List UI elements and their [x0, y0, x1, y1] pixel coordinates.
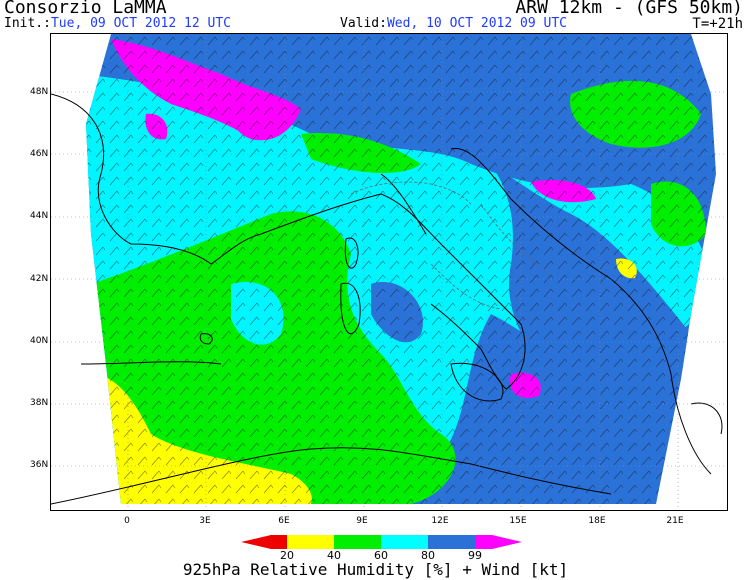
- lat-label: 42N: [30, 274, 49, 284]
- lat-label: 38N: [30, 398, 49, 408]
- legend-swatch-3: [381, 535, 428, 549]
- legend-tick: 60: [374, 549, 388, 562]
- map-svg: [51, 34, 727, 510]
- forecast-step: T=+21h: [692, 16, 743, 32]
- lat-label: 48N: [30, 87, 49, 97]
- color-legend: [241, 535, 522, 549]
- humidity-map: [50, 33, 728, 511]
- graticule: [51, 34, 727, 510]
- legend-swatch-0: [241, 535, 287, 549]
- valid-value: Wed, 10 OCT 2012 09 UTC: [386, 16, 567, 31]
- borders: [350, 181, 552, 310]
- lon-label: 18E: [588, 516, 606, 526]
- lon-label: 21E: [666, 516, 684, 526]
- lon-label: 9E: [356, 516, 368, 526]
- legend-tick: 20: [280, 549, 294, 562]
- model-title: ARW 12km - (GFS 50km): [515, 0, 743, 18]
- lon-label: 12E: [431, 516, 449, 526]
- lon-label: 3E: [199, 516, 211, 526]
- coastlines: [51, 93, 723, 505]
- init-value: Tue, 09 OCT 2012 12 UTC: [50, 16, 231, 31]
- init-label: Init.:: [4, 16, 51, 31]
- wind-barbs: [86, 34, 716, 504]
- legend-swatch-1: [287, 535, 334, 549]
- lat-label: 46N: [30, 149, 49, 159]
- valid-label: Valid:: [340, 16, 387, 31]
- legend-tick: 99: [468, 549, 482, 562]
- valid-time: Valid:Wed, 10 OCT 2012 09 UTC: [340, 16, 567, 31]
- legend-swatch-4: [428, 535, 475, 549]
- legend-swatch-5: [475, 535, 522, 549]
- lat-label: 40N: [30, 336, 49, 346]
- lon-label: 15E: [509, 516, 527, 526]
- legend-tick: 40: [327, 549, 341, 562]
- source-title: Consorzio LaMMA: [4, 0, 167, 18]
- lon-label: 0: [124, 516, 130, 526]
- legend-swatch-2: [334, 535, 381, 549]
- init-time: Init.:Tue, 09 OCT 2012 12 UTC: [4, 16, 231, 31]
- map-caption: 925hPa Relative Humidity [%] + Wind [kt]: [182, 560, 569, 579]
- legend-tick: 80: [421, 549, 435, 562]
- lat-label: 36N: [30, 460, 49, 470]
- lat-label: 44N: [30, 211, 49, 221]
- lon-label: 6E: [278, 516, 290, 526]
